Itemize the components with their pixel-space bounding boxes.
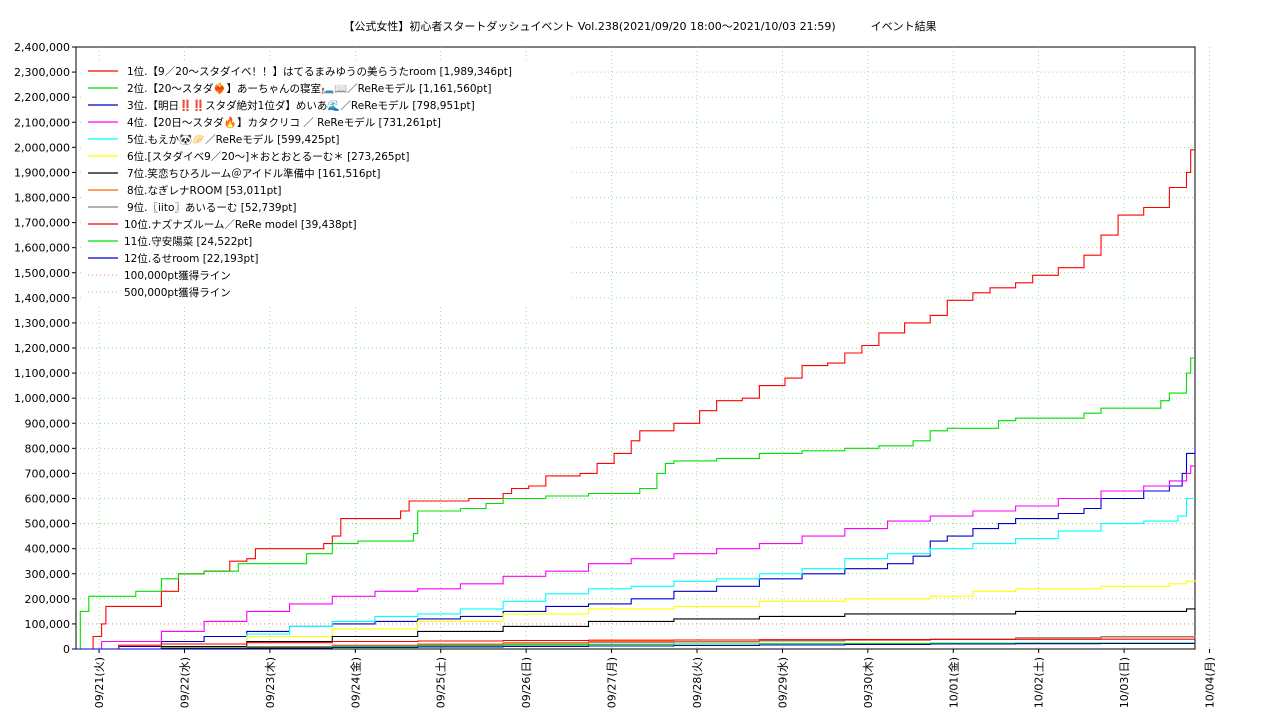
y-tick-label: 1,600,000 (14, 242, 70, 255)
x-tick-label: 09/23(木) (264, 657, 277, 708)
legend-label: 7位.笑恋ちひろルーム＠アイドル準備中 [161,516pt] (127, 167, 380, 180)
x-tick-label: 10/01(金) (946, 657, 960, 708)
y-tick-label: 1,000,000 (14, 392, 70, 405)
y-tick-label: 700,000 (25, 467, 71, 480)
y-tick-label: 1,200,000 (14, 342, 70, 355)
legend-background (82, 60, 572, 304)
series-line (76, 149, 1195, 650)
y-tick-label: 1,500,000 (14, 267, 70, 280)
series-line (76, 580, 1196, 650)
series-line (76, 638, 1196, 650)
y-tick-label: 200,000 (25, 593, 71, 606)
x-tick-label: 09/25(土) (435, 657, 448, 708)
chart-title-text: 【公式女性】初心者スタートダッシュイベント Vol.238(2021/09/20… (343, 20, 836, 33)
series-line (76, 497, 1195, 650)
y-tick-label: 2,400,000 (14, 41, 70, 54)
legend-label: 1位.【9／20〜スタダイベ！！】はてるまみゆうの美らうたroom [1,989… (127, 65, 512, 78)
series-line (76, 642, 1196, 650)
legend-label: 6位.[スタダイベ9／20〜]＊おとおとるーむ＊ [273,265pt] (127, 150, 409, 163)
x-tick-label: 09/30(木) (862, 657, 875, 708)
legend-label: 5位.もえか🐼🥟／ReReモデル [599,425pt] (127, 133, 339, 146)
series-line (76, 608, 1196, 650)
y-tick-label: 100,000 (25, 618, 71, 631)
y-tick-label: 600,000 (25, 493, 71, 506)
x-tick-label: 09/28(火) (691, 657, 704, 708)
y-tick-label: 2,300,000 (14, 66, 70, 79)
y-tick-label: 1,900,000 (14, 166, 70, 179)
y-tick-label: 300,000 (25, 568, 71, 581)
legend-label: 8位.なぎレナROOM [53,011pt] (127, 184, 281, 197)
x-tick-label: 10/03(日) (1118, 657, 1131, 708)
y-tick-label: 500,000 (25, 518, 71, 531)
y-tick-label: 900,000 (25, 417, 71, 430)
series-line (76, 465, 1195, 650)
y-tick-label: 0 (63, 643, 70, 656)
y-tick-label: 1,800,000 (14, 192, 70, 205)
x-tick-label: 09/26(日) (520, 657, 533, 708)
x-tick-label: 09/29(水) (776, 657, 789, 708)
x-tick-label: 09/22(水) (178, 657, 191, 708)
y-tick-label: 1,300,000 (14, 317, 70, 330)
x-tick-label: 10/04(月) (1204, 657, 1217, 708)
legend-label: 10位.ナズナズルーム／ReRe model [39,438pt] (124, 218, 357, 231)
y-tick-label: 2,100,000 (14, 116, 70, 129)
legend-label: 9位.〖iito〗あいるーむ [52,739pt] (127, 201, 296, 214)
legend-label: 3位.【明日‼️‼️スタダ絶対1位ダ】めいあ🌊／ReReモデル [798,951… (127, 99, 475, 112)
y-tick-label: 800,000 (25, 442, 71, 455)
y-tick-label: 2,200,000 (14, 91, 70, 104)
legend-label: 500,000pt獲得ライン (124, 286, 231, 299)
chart-title: 【公式女性】初心者スタートダッシュイベント Vol.238(2021/09/20… (0, 18, 1280, 34)
y-tick-label: 400,000 (25, 543, 71, 556)
y-tick-label: 1,700,000 (14, 217, 70, 230)
x-tick-label: 09/24(金) (348, 657, 362, 708)
y-tick-label: 1,100,000 (14, 367, 70, 380)
series-line (76, 357, 1195, 650)
legend-label: 11位.守安陽菜 [24,522pt] (124, 235, 252, 248)
x-tick-label: 10/02(土) (1033, 657, 1046, 708)
y-tick-label: 1,400,000 (14, 292, 70, 305)
y-tick-label: 2,000,000 (14, 141, 70, 154)
legend-label: 100,000pt獲得ライン (124, 269, 231, 282)
chart-subtitle-text: イベント結果 (870, 20, 937, 33)
x-tick-label: 09/21(火) (93, 657, 106, 708)
x-tick-label: 09/27(月) (606, 657, 619, 708)
legend-label: 12位.るせroom [22,193pt] (124, 252, 258, 265)
legend-label: 2位.【20〜スタダ❤️‍🔥】あーちゃんの寝室🛏️📖／ReReモデル [1,16… (127, 82, 491, 95)
legend-label: 4位.【20日〜スタダ🔥】カタクリコ ／ ReReモデル [731,261pt] (127, 116, 441, 129)
